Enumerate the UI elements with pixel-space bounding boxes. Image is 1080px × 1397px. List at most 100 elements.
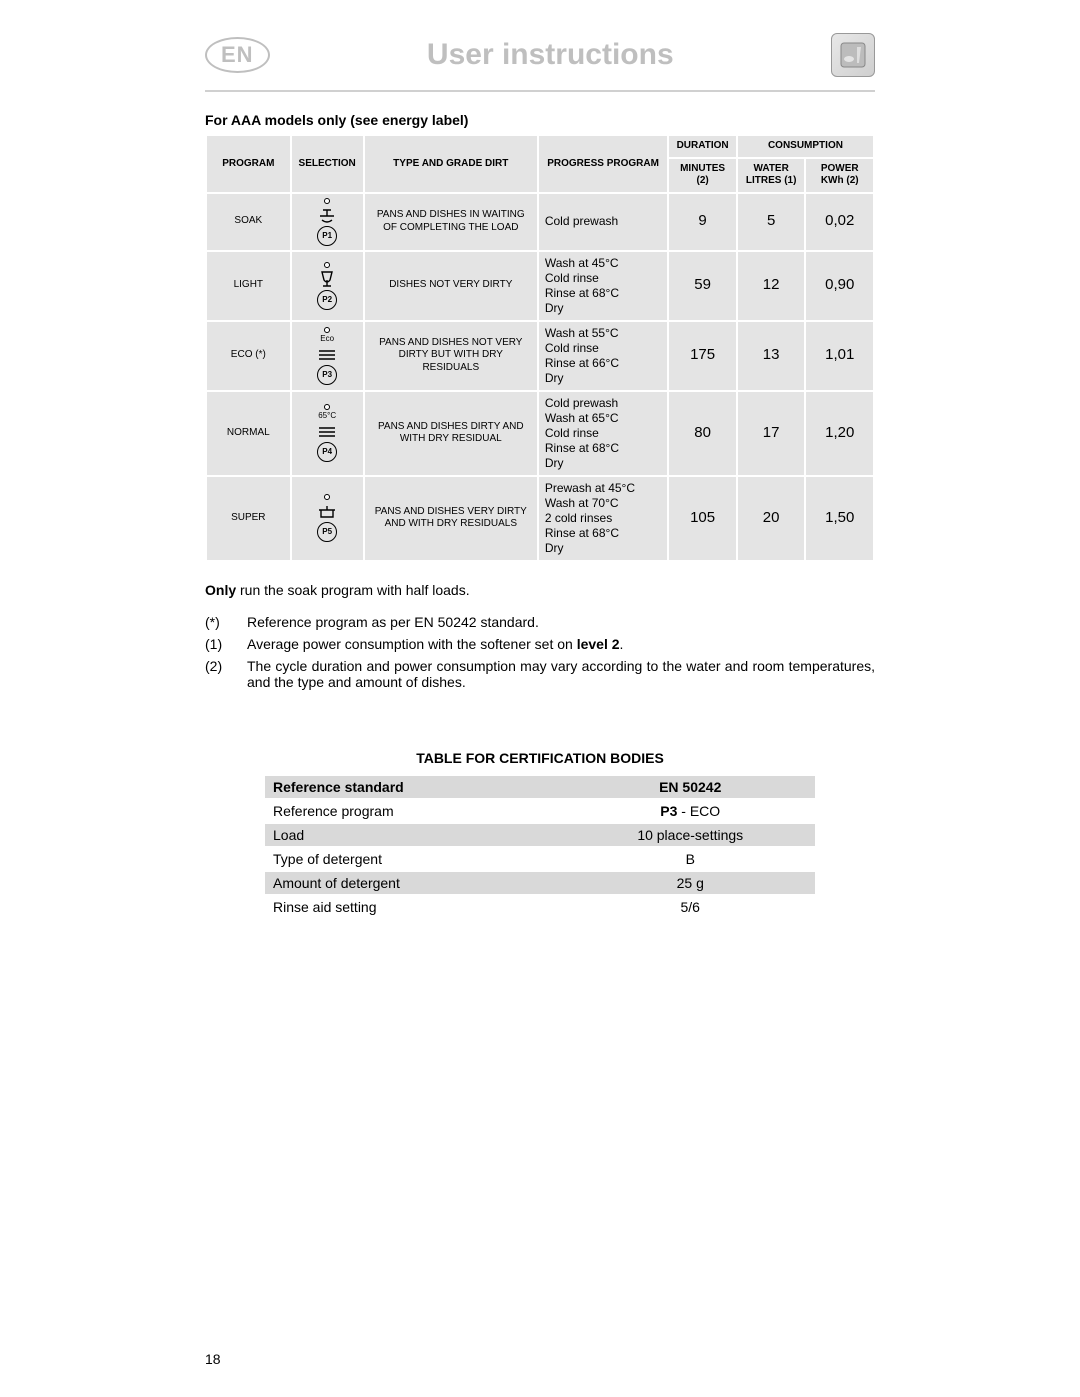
col-minutes: MINUTES (2) [669,159,736,192]
program-cell: SOAK [207,194,290,250]
selection-cell: Eco P3 [292,322,363,390]
page-header: EN User instructions [205,30,875,80]
footnote-item: (*) Reference program as per EN 50242 sta… [205,614,875,630]
footnote-text: The cycle duration and power consumption… [247,658,875,690]
footnote-item: (2) The cycle duration and power consumpt… [205,658,875,690]
progress-cell: Wash at 45°CCold rinseRinse at 68°CDry [539,252,668,320]
page: EN User instructions For AAA models only… [0,0,1080,1397]
progress-cell: Wash at 55°CCold rinseRinse at 66°CDry [539,322,668,390]
programs-table: PROGRAM SELECTION TYPE AND GRADE DIRT PR… [205,134,875,562]
col-power: POWER KWh (2) [806,159,873,192]
dial-dot-icon [324,494,330,500]
minutes-cell: 175 [669,322,736,390]
certification-section: TABLE FOR CERTIFICATION BODIES Reference… [205,750,875,920]
program-code-icon: P1 [317,226,337,246]
cert-label: Reference program [265,800,565,822]
dirt-type-cell: PANS AND DISHES IN WAITING OF COMPLETING… [365,194,537,250]
power-cell: 0,02 [806,194,873,250]
cert-value: 10 place-settings [565,824,815,846]
dirt-type-cell: PANS AND DISHES NOT VERY DIRTY BUT WITH … [365,322,537,390]
program-cell: SUPER [207,477,290,560]
notes-block: Only run the soak program with half load… [205,582,875,690]
water-cell: 17 [738,392,805,475]
selection-sublabel: Eco [320,335,334,343]
programs-table-head: PROGRAM SELECTION TYPE AND GRADE DIRT PR… [207,136,873,192]
certification-title: TABLE FOR CERTIFICATION BODIES [265,750,815,766]
header-divider [205,90,875,92]
water-cell: 20 [738,477,805,560]
tap-icon [316,206,338,224]
selection-cell: P5 [292,477,363,560]
table-row: SUPER P5 PANS AND DISHES VERY DIRTY AND WI… [207,477,873,560]
selection-cell: 65°C P4 [292,392,363,475]
minutes-cell: 59 [669,252,736,320]
cert-row: Type of detergentB [265,848,815,870]
program-cell: ECO (*) [207,322,290,390]
table-caption: For AAA models only (see energy label) [205,112,875,128]
dirt-type-cell: DISHES NOT VERY DIRTY [365,252,537,320]
program-code-icon: P5 [317,522,337,542]
cert-row: Rinse aid setting5/6 [265,896,815,918]
progress-cell: Cold prewashWash at 65°CCold rinseRinse … [539,392,668,475]
dial-dot-icon [324,262,330,268]
progress-cell: Prewash at 45°CWash at 70°C2 cold rinses… [539,477,668,560]
col-duration-group: DURATION [669,136,736,157]
col-selection: SELECTION [292,136,363,192]
footnote-marker: (*) [205,614,233,630]
cert-label: Type of detergent [265,848,565,870]
program-code-icon: P3 [317,365,337,385]
minutes-cell: 80 [669,392,736,475]
footnote-text: Reference program as per EN 50242 standa… [247,614,539,630]
plates-icon [316,345,338,363]
cert-label: Amount of detergent [265,872,565,894]
dial-dot-icon [324,404,330,410]
col-program: PROGRAM [207,136,290,192]
cert-value: EN 50242 [565,776,815,798]
power-cell: 1,01 [806,322,873,390]
col-progress: PROGRESS PROGRAM [539,136,668,192]
cert-label: Rinse aid setting [265,896,565,918]
page-number: 18 [205,1351,221,1367]
dishwasher-icon [831,33,875,77]
program-code-icon: P4 [317,442,337,462]
half-load-note: Only run the soak program with half load… [205,582,875,598]
water-cell: 12 [738,252,805,320]
cert-label: Reference standard [265,776,565,798]
cert-row: Reference programP3 - ECO [265,800,815,822]
program-code-icon: P2 [317,290,337,310]
selection-sublabel: 65°C [318,412,336,420]
table-row: SOAK P1 PANS AND DISHES IN WAITING OF COMP… [207,194,873,250]
power-cell: 1,50 [806,477,873,560]
cert-row: Reference standardEN 50242 [265,776,815,798]
footnotes-list: (*) Reference program as per EN 50242 sta… [205,614,875,690]
water-cell: 13 [738,322,805,390]
dirt-type-cell: PANS AND DISHES DIRTY AND WITH DRY RESID… [365,392,537,475]
cert-value: 25 g [565,872,815,894]
col-water: WATER LITRES (1) [738,159,805,192]
selection-cell: P1 [292,194,363,250]
pot-icon [316,502,338,520]
dial-dot-icon [324,198,330,204]
cert-row: Load10 place-settings [265,824,815,846]
footnote-marker: (2) [205,658,233,690]
program-cell: LIGHT [207,252,290,320]
cert-value: P3 - ECO [565,800,815,822]
col-type: TYPE AND GRADE DIRT [365,136,537,192]
col-consumption-group: CONSUMPTION [738,136,873,157]
minutes-cell: 105 [669,477,736,560]
language-badge: EN [205,37,270,73]
glass-icon [316,270,338,288]
power-cell: 0,90 [806,252,873,320]
power-cell: 1,20 [806,392,873,475]
footnote-text: Average power consumption with the softe… [247,636,623,652]
dirt-type-cell: PANS AND DISHES VERY DIRTY AND WITH DRY … [365,477,537,560]
cert-value: B [565,848,815,870]
table-row: LIGHT P2 DISHES NOT VERY DIRTYWash at 45°C… [207,252,873,320]
cert-value: 5/6 [565,896,815,918]
cert-label: Load [265,824,565,846]
footnote-item: (1)Average power consumption with the so… [205,636,875,652]
certification-table: Reference standardEN 50242Reference prog… [265,774,815,920]
cert-row: Amount of detergent25 g [265,872,815,894]
plates-icon [316,422,338,440]
program-cell: NORMAL [207,392,290,475]
